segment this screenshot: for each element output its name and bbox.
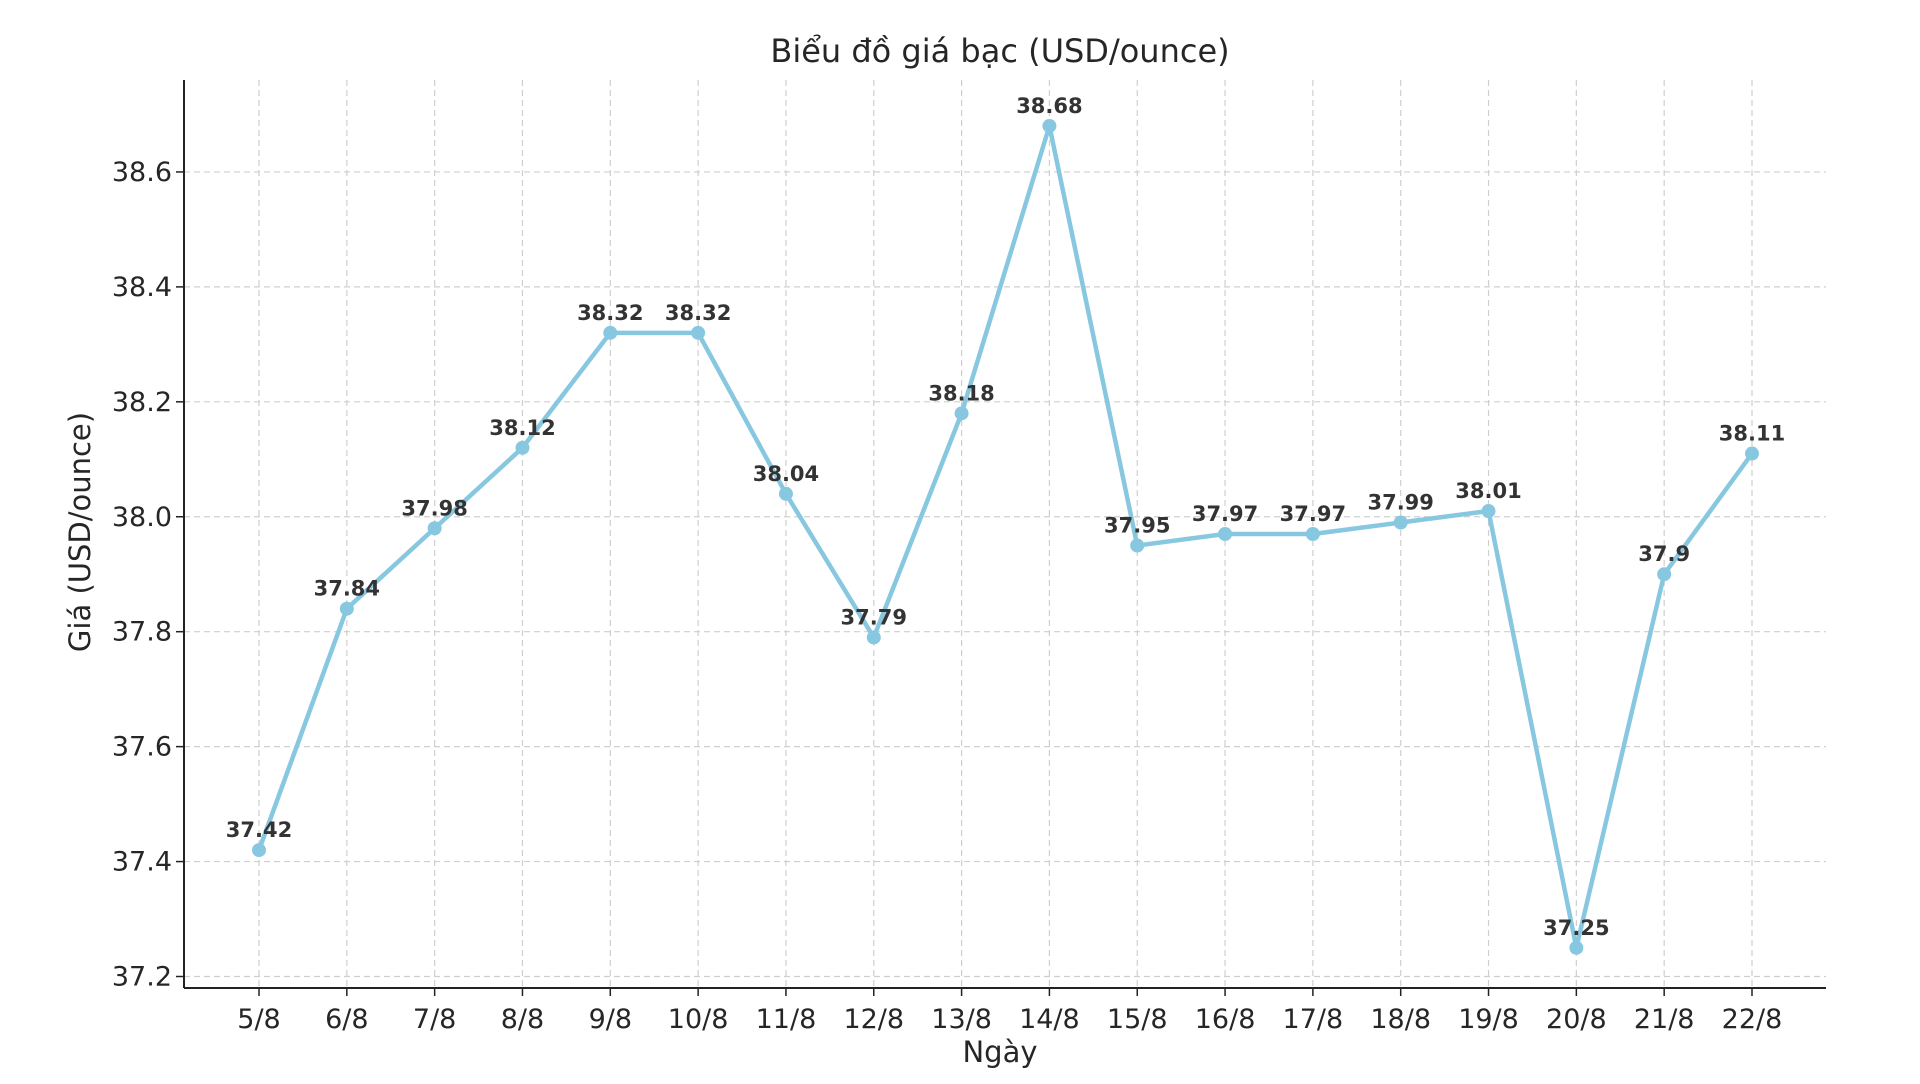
- y-tick-label: 38.0: [112, 502, 172, 533]
- data-label: 38.32: [665, 301, 731, 325]
- data-label: 38.18: [928, 381, 994, 405]
- x-axis-title: Ngày: [962, 1035, 1037, 1069]
- data-label: 38.12: [489, 416, 555, 440]
- y-tick-label: 37.2: [112, 962, 172, 993]
- y-tick-label: 37.4: [112, 847, 172, 878]
- data-point: [1305, 527, 1320, 541]
- x-tick-label: 8/8: [501, 1004, 544, 1035]
- grid: [184, 80, 1826, 988]
- data-point: [339, 601, 354, 616]
- data-label: 37.97: [1280, 502, 1346, 526]
- data-label: 38.04: [753, 462, 819, 486]
- y-tick-label: 37.6: [112, 732, 172, 763]
- data-label: 37.99: [1367, 491, 1433, 515]
- x-tick-label: 5/8: [237, 1004, 280, 1035]
- x-tick-label: 20/8: [1546, 1004, 1607, 1035]
- x-tick-label: 10/8: [668, 1004, 729, 1035]
- data-label: 37.95: [1104, 513, 1170, 537]
- data-point: [1745, 446, 1759, 461]
- data-label: 38.68: [1016, 94, 1082, 118]
- y-tick-label: 38.2: [112, 387, 172, 418]
- chart-title: Biểu đồ giá bạc (USD/ounce): [770, 32, 1229, 70]
- data-label: 37.42: [226, 818, 292, 842]
- data-point: [778, 486, 793, 501]
- x-tick-label: 19/8: [1458, 1004, 1519, 1035]
- y-tick-label: 38.6: [112, 157, 172, 188]
- data-point: [954, 406, 969, 421]
- x-tick-label: 9/8: [589, 1004, 632, 1035]
- data-point: [252, 843, 266, 858]
- data-point: [427, 521, 442, 536]
- data-point: [1042, 118, 1057, 133]
- data-point: [603, 325, 618, 340]
- data-point: [1218, 527, 1233, 541]
- y-axis-title: Giá (USD/ounce): [63, 412, 97, 652]
- x-tick-label: 17/8: [1283, 1004, 1344, 1035]
- data-label: 38.11: [1719, 422, 1785, 446]
- x-tick-label: 11/8: [756, 1004, 817, 1035]
- data-point: [866, 630, 881, 645]
- data-point: [515, 440, 530, 455]
- x-tick-label: 21/8: [1634, 1004, 1695, 1035]
- data-label: 38.32: [577, 301, 643, 325]
- data-label: 37.97: [1192, 502, 1258, 526]
- x-tick-label: 6/8: [325, 1004, 368, 1035]
- data-label: 38.01: [1455, 479, 1521, 503]
- y-tick-label: 38.4: [112, 272, 172, 303]
- x-tick-label: 13/8: [931, 1004, 992, 1035]
- y-tick-label: 37.8: [112, 617, 172, 648]
- x-tick-label: 22/8: [1722, 1004, 1783, 1035]
- data-label: 37.9: [1638, 542, 1690, 566]
- data-labels: 37.42 37.84 37.98 38.12 38.32 38.32 38.04 37.79…: [226, 94, 1785, 940]
- data-label: 37.79: [841, 605, 907, 629]
- data-points: [252, 118, 1759, 955]
- data-point: [1130, 538, 1145, 553]
- x-tick-label: 7/8: [413, 1004, 456, 1035]
- data-label: 37.98: [401, 496, 467, 520]
- ticks: 5/8 6/8 7/8 8/8 9/8 10/8 11/8 12/8 13/8 14/8 15/8 1…: [112, 157, 1782, 1035]
- x-tick-label: 12/8: [843, 1004, 904, 1035]
- data-point: [1657, 567, 1672, 582]
- axes: [183, 80, 1826, 989]
- x-tick-label: 15/8: [1107, 1004, 1168, 1035]
- data-point: [1569, 940, 1584, 955]
- data-point: [691, 325, 706, 340]
- x-tick-label: 16/8: [1195, 1004, 1256, 1035]
- x-tick-label: 14/8: [1019, 1004, 1080, 1035]
- data-point: [1481, 504, 1496, 519]
- data-point: [1393, 515, 1408, 530]
- x-tick-label: 18/8: [1370, 1004, 1431, 1035]
- series-line: [256, 123, 1755, 951]
- series-line-layer: [256, 123, 1755, 951]
- data-label: 37.25: [1543, 916, 1609, 940]
- data-label: 37.84: [314, 577, 380, 601]
